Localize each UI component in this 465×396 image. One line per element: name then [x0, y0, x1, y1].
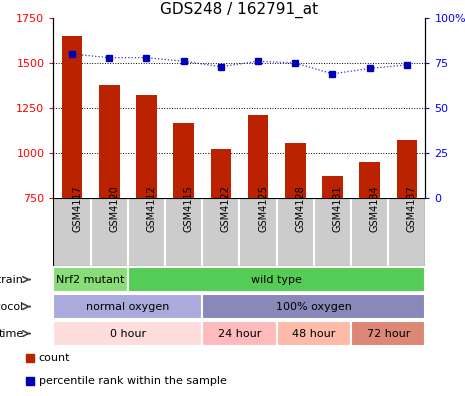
Text: GSM4134: GSM4134 [370, 185, 380, 232]
Text: count: count [39, 353, 70, 363]
Text: GSM4137: GSM4137 [407, 185, 417, 232]
Bar [53, 267, 128, 292]
Bar [99, 85, 120, 198]
Text: 0 hour: 0 hour [110, 329, 146, 339]
Text: 72 hour: 72 hour [366, 329, 410, 339]
Bar [359, 162, 380, 198]
Text: protocol: protocol [0, 301, 24, 312]
Text: 100% oxygen: 100% oxygen [276, 301, 352, 312]
Bar [211, 149, 231, 198]
Text: 24 hour: 24 hour [218, 329, 261, 339]
Text: GSM4117: GSM4117 [72, 185, 82, 232]
Text: Nrf2 mutant: Nrf2 mutant [56, 274, 125, 285]
Bar [136, 95, 157, 198]
Text: strain: strain [0, 274, 24, 285]
Bar [62, 36, 82, 198]
Text: GSM4115: GSM4115 [184, 185, 194, 232]
Text: wild type: wild type [251, 274, 302, 285]
Text: percentile rank within the sample: percentile rank within the sample [39, 376, 227, 386]
Bar [397, 139, 417, 198]
Text: GSM4112: GSM4112 [146, 185, 157, 232]
Bar [351, 322, 425, 346]
Text: time: time [0, 329, 24, 339]
Text: GSM4120: GSM4120 [109, 185, 120, 232]
Bar [128, 267, 425, 292]
Bar [53, 294, 202, 319]
Bar [202, 294, 425, 319]
Text: 48 hour: 48 hour [292, 329, 336, 339]
Bar [277, 322, 351, 346]
Text: GSM4122: GSM4122 [221, 185, 231, 232]
Bar [322, 175, 343, 198]
Bar [285, 143, 306, 198]
Text: GSM4125: GSM4125 [258, 185, 268, 232]
Bar [248, 115, 268, 198]
Bar [173, 123, 194, 198]
Bar [202, 322, 277, 346]
Bar [53, 322, 202, 346]
Text: normal oxygen: normal oxygen [86, 301, 170, 312]
Text: GSM4131: GSM4131 [332, 185, 343, 232]
Title: GDS248 / 162791_at: GDS248 / 162791_at [160, 2, 319, 18]
Text: GSM4128: GSM4128 [295, 185, 306, 232]
